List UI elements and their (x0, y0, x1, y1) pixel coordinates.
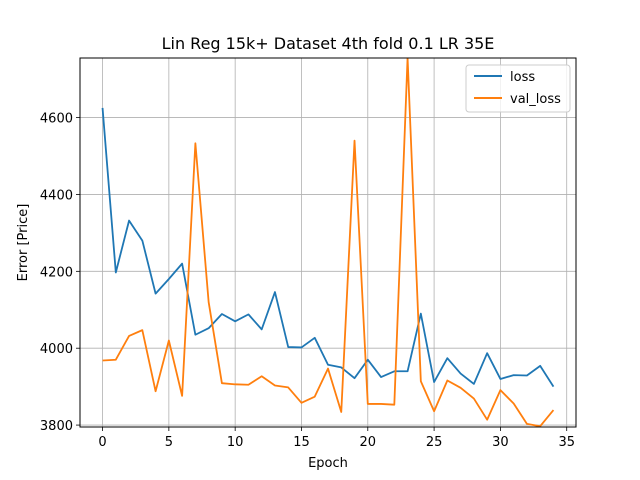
x-tick-label: 30 (492, 435, 509, 450)
legend: loss val_loss (465, 64, 571, 113)
chart-title: Lin Reg 15k+ Dataset 4th fold 0.1 LR 35E (162, 34, 495, 53)
legend-label-val-loss: val_loss (510, 92, 561, 107)
x-tick-label: 35 (558, 435, 575, 450)
y-tick-label: 4400 (40, 188, 73, 203)
y-tick-label: 4000 (40, 342, 73, 357)
y-tick-label: 3800 (40, 419, 73, 434)
x-tick-label: 0 (98, 435, 106, 450)
y-axis-title: Error [Price] (16, 204, 31, 282)
x-tick-label: 10 (227, 435, 244, 450)
x-axis-title: Epoch (308, 456, 348, 471)
x-tick-label: 25 (426, 435, 443, 450)
y-tick-label: 4600 (40, 112, 73, 127)
x-tick-label: 15 (293, 435, 310, 450)
x-ticks: 0 5 10 15 20 25 30 35 (98, 427, 575, 450)
grid (80, 58, 576, 427)
legend-label-loss: loss (510, 70, 535, 85)
series-layer (101, 58, 555, 427)
plot-frame (79, 57, 577, 428)
y-tick-label: 4200 (40, 265, 73, 280)
x-tick-label: 5 (165, 435, 173, 450)
y-ticks: 3800 4000 4200 4400 4600 (40, 112, 80, 434)
x-tick-label: 20 (360, 435, 377, 450)
series-line-val-loss (102, 58, 555, 427)
series-line-loss (101, 107, 555, 388)
